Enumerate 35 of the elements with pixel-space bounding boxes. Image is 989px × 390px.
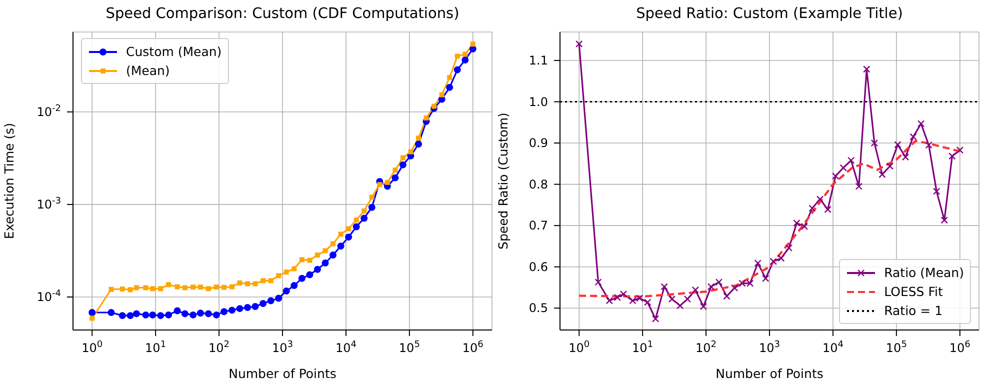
x-tick-label: 10$^{4}$ xyxy=(822,340,844,355)
x-axis-title: Number of Points xyxy=(714,366,824,381)
x-tick-label: 10$^{0}$ xyxy=(568,340,590,355)
legend-label: LOESS Fit xyxy=(884,283,943,301)
chart-title: Speed Ratio: Custom (Example Title) xyxy=(635,6,904,22)
x-tick-label: 10$^{6}$ xyxy=(949,340,971,355)
y-tick-label: 0.8 xyxy=(528,177,548,192)
legend-label: Ratio (Mean) xyxy=(884,264,964,282)
y-tick-label: 0.5 xyxy=(528,301,548,316)
legend-label: Custom (Mean) xyxy=(126,43,222,61)
chart-title: Speed Comparison: Custom (CDF Computations) xyxy=(104,6,460,22)
y-tick-label: 0.6 xyxy=(528,260,548,274)
x-tick-label: 10$^{1}$ xyxy=(145,340,166,355)
y-tick-label: 10$^{-2}$ xyxy=(36,104,61,119)
y-tick-label: 10$^{-3}$ xyxy=(36,196,61,212)
x-tick-label: 10$^{4}$ xyxy=(335,340,357,355)
y-tick-label: 1.1 xyxy=(528,53,548,68)
x-axis-title: Number of Points xyxy=(228,366,338,381)
x-tick-label: 10$^{2}$ xyxy=(208,340,230,355)
y-tick-label: 0.9 xyxy=(528,136,548,150)
legend-label: (Mean) xyxy=(126,62,170,80)
x-tick-label: 10$^{3}$ xyxy=(272,340,294,355)
y-axis-title: Speed Ratio (Custom) xyxy=(496,112,510,250)
x-tick-label: 10$^{2}$ xyxy=(696,340,717,355)
y-tick-label: 0.7 xyxy=(528,218,548,233)
x-tick-label: 10$^{5}$ xyxy=(886,340,907,355)
y-tick-label: 10$^{-4}$ xyxy=(36,289,62,304)
x-tick-label: 10$^{3}$ xyxy=(758,340,780,355)
y-tick-label: 1.0 xyxy=(528,94,548,109)
x-tick-label: 10$^{1}$ xyxy=(632,340,654,355)
legend-label: Ratio = 1 xyxy=(884,302,943,320)
x-tick-label: 10$^{5}$ xyxy=(398,340,420,355)
x-tick-label: 10$^{6}$ xyxy=(462,340,484,355)
y-axis-title: Execution Time (s) xyxy=(2,122,16,240)
x-tick-label: 10$^{0}$ xyxy=(82,340,103,355)
